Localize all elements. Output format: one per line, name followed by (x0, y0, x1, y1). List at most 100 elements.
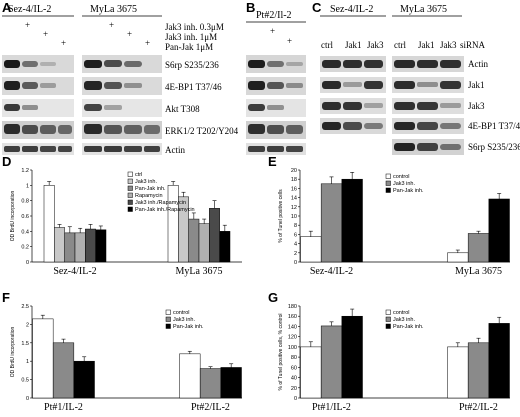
y-tick-label: 0.2 (21, 245, 29, 251)
plus-a-1: + (25, 20, 30, 30)
chart-d-plot: 0 0.2 0.4 0.6 0.8 1 1.2 OD BrdU incorporation Se… (10, 168, 242, 277)
bar (320, 183, 343, 263)
lane-label: Jak3 (367, 40, 384, 50)
y-tick-label: 40 (291, 376, 297, 382)
category-label: Pt#2/IL-2 (191, 402, 230, 413)
y-tick-label: 1.2 (21, 168, 29, 174)
bar (167, 185, 179, 263)
panel-letter-e: E (268, 154, 277, 169)
y-tick-label: 0 (294, 260, 297, 266)
y-tick-label: 18 (291, 177, 297, 183)
panel-letter-c: C (312, 0, 322, 15)
band-label-s6rp: S6rp S235/236 (165, 60, 219, 70)
lane-label: ctrl (394, 40, 406, 50)
y-axis-label: % of Tunel positive cells (278, 189, 284, 243)
legend-label: Pan-Jak inh. (135, 186, 166, 192)
bar (32, 318, 54, 399)
blot-bands-b (248, 60, 303, 152)
treatment-label-2: Jak3 inh. 1μM (165, 32, 217, 42)
bar (488, 323, 510, 399)
panel-letter-g: G (268, 290, 278, 305)
y-tick-label: 6 (294, 232, 297, 238)
y-tick-label: 1.5 (21, 341, 29, 347)
group-label-sez4: Sez-4/IL-2 (8, 4, 51, 15)
bar (300, 346, 322, 399)
legend-swatch (385, 187, 391, 193)
panel-letter-a: A (2, 0, 12, 15)
legend-label: Jak3 inh. (393, 317, 415, 323)
category-label: Sez-4/IL-2 (310, 266, 353, 277)
bar (85, 228, 96, 263)
y-tick-label: 16 (291, 186, 297, 192)
legend-label: control (393, 174, 410, 180)
panel-a: A Sez-4/IL-2 MyLa 3675 + + + + + + Jak3 … (2, 0, 239, 155)
bar (467, 233, 490, 263)
bar (341, 315, 363, 399)
chart-g-plot: 0 20 40 60 80 100 120 140 160 180 % of Tunel posit… (278, 304, 510, 413)
panel-c: C Sez-4/IL-2 MyLa 3675 ctrl Jak1 Jak3 ct… (312, 0, 520, 155)
y-tick-label: 2 (294, 251, 297, 257)
legend-swatch (385, 309, 391, 315)
legend-swatch (385, 316, 391, 322)
legend-swatch (385, 173, 391, 179)
band-label-akt: Akt T308 (165, 104, 200, 114)
legend-swatch (127, 206, 133, 212)
treatment-label-1: Jak3 inh. 0.3μM (165, 22, 224, 32)
legend-swatch (165, 309, 171, 315)
lane-suffix-sirna: siRNA (460, 40, 486, 50)
bar (64, 232, 76, 263)
legend-label: Jak3 inh. (173, 317, 195, 323)
bar (300, 236, 322, 263)
panel-letter-b: B (246, 0, 255, 15)
bar (54, 227, 65, 263)
legend-label: Jak3 inh. (135, 179, 157, 185)
band-label-c-jak1: Jak1 (468, 80, 485, 90)
legend-swatch (165, 316, 171, 322)
legend-swatch (127, 171, 133, 177)
y-tick-label: 2 (26, 322, 29, 328)
blot-bands-a (4, 60, 160, 152)
bar (220, 367, 242, 399)
y-tick-label: 20 (291, 386, 297, 392)
bar (447, 346, 469, 399)
bar (43, 185, 55, 263)
bar (199, 368, 222, 399)
panel-letter-d: D (2, 154, 11, 169)
band-label-actin: Actin (165, 145, 185, 155)
chart-e-plot: 0 2 4 6 8 10 12 14 16 18 20 % of Tunel positive cel… (278, 168, 510, 277)
y-tick-label: 1 (26, 359, 29, 365)
legend-label: control (393, 310, 410, 316)
category-label: MyLa 3675 (176, 266, 223, 277)
legend-swatch (165, 323, 171, 329)
y-tick-label: 140 (288, 324, 297, 330)
y-tick-label: 0 (294, 396, 297, 402)
y-tick-label: 0 (26, 260, 29, 266)
legend-swatch (385, 323, 391, 329)
bar (198, 223, 210, 263)
bar (188, 218, 200, 263)
treatment-label-3: Pan-Jak 1μM (165, 42, 213, 52)
y-axis-label: OD BrdU incorporation (10, 190, 16, 241)
group-label-myla: MyLa 3675 (90, 4, 137, 15)
bar (341, 178, 363, 263)
bar (74, 232, 86, 263)
bar (209, 208, 220, 263)
bar (179, 353, 201, 399)
bar (95, 229, 107, 263)
y-tick-label: 4 (294, 242, 297, 248)
y-axis-label: OD BrdU incorporation (10, 326, 16, 377)
y-tick-label: 100 (288, 345, 297, 351)
y-tick-label: 8 (294, 223, 297, 229)
band-label-c-actin: Actin (468, 59, 488, 69)
legend-label: ctrl (135, 172, 142, 178)
group-label-c-sez4: Sez-4/IL-2 (330, 4, 373, 15)
bar (320, 325, 343, 399)
category-label: MyLa 3675 (455, 266, 502, 277)
legend-swatch (127, 199, 133, 205)
y-tick-label: 20 (291, 168, 297, 174)
legend-swatch (127, 178, 133, 184)
y-tick-label: 160 (288, 314, 297, 320)
legend-label: Jak3 inh./Rapamycin (135, 200, 186, 206)
y-tick-label: 120 (288, 335, 297, 341)
